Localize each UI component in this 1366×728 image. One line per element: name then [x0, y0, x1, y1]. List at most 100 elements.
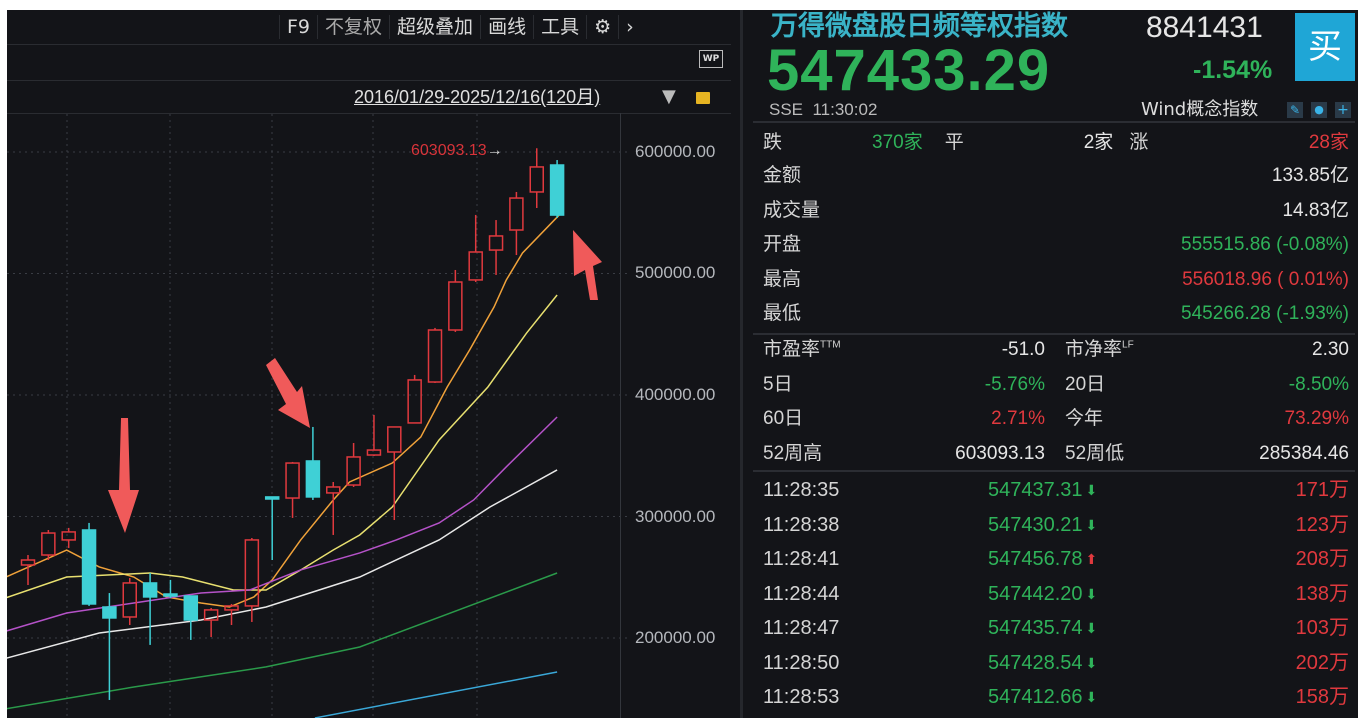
- metric-row: 52周高 603093.13 52周低 285384.46: [763, 438, 1349, 470]
- moving-average-line: [7, 214, 560, 608]
- index-code: 8841431: [1146, 11, 1263, 44]
- y-tick-label: 200000.00: [635, 628, 716, 647]
- concept-index-link[interactable]: Wind概念指数: [1141, 99, 1259, 120]
- candle-up: [326, 486, 341, 494]
- date-range-selector[interactable]: 2016/01/29-2025/12/16(120月): [354, 87, 601, 107]
- stat-label: 最高: [763, 268, 802, 290]
- candle-up: [285, 462, 300, 499]
- moving-average-line: [7, 469, 558, 659]
- metric-label: 52周低: [1065, 442, 1175, 466]
- metric-value: 603093.13: [955, 442, 1045, 464]
- stat-label: 最低: [763, 303, 802, 324]
- tick-row-partial: [763, 716, 1349, 719]
- max-price-value: 603093.13: [411, 142, 487, 159]
- metric-label: 市净率LF: [1065, 338, 1175, 362]
- stat-value: 14.83亿: [1282, 199, 1349, 221]
- market-breadth-row: 跌 370家 平 2家 涨 28家: [763, 127, 1349, 159]
- candle-down: [264, 496, 280, 500]
- metric-value: 73.29%: [1284, 408, 1349, 429]
- tick-price: 547442.20: [988, 582, 1083, 605]
- candle-up: [509, 197, 524, 231]
- last-price: 547433.29: [767, 38, 1051, 103]
- tick-row: 11:28:47 547435.74 ⬇ 103万: [763, 612, 1349, 644]
- metric-value: 2.71%: [991, 408, 1045, 429]
- stat-row: 成交量 14.83亿: [763, 195, 1349, 227]
- metric-label: 今年: [1065, 407, 1175, 431]
- tick-row: 11:28:35 547437.31 ⬇ 171万: [763, 474, 1349, 506]
- annotation-arrow-icon: [108, 418, 139, 533]
- chart-plot: [7, 148, 602, 718]
- candle-up: [20, 559, 36, 566]
- candlestick-chart[interactable]: [7, 10, 740, 718]
- toolbar-super-overlay[interactable]: 超级叠加: [389, 15, 480, 39]
- arrow-up-icon: ⬆: [1085, 551, 1098, 567]
- stat-row: 金额 133.85亿: [763, 160, 1349, 192]
- stat-value: 133.85亿: [1271, 165, 1349, 186]
- y-tick-label: 600000.00: [635, 142, 716, 161]
- app-window: F9 不复权 超级叠加 画线 工具 ⚙ › WP 2016/01/29-2025…: [7, 10, 1358, 718]
- metric-row: 60日 2.71% 今年 73.29%: [763, 403, 1349, 435]
- candle-up: [366, 449, 382, 456]
- candle-down: [305, 460, 321, 498]
- metric-label: 60日: [763, 407, 883, 431]
- up-label: 涨: [1129, 132, 1149, 153]
- edit-icon[interactable]: ✎: [1287, 102, 1303, 118]
- index-name: 万得微盘股日频等权指数: [771, 11, 1068, 42]
- toolbar-no-adjust[interactable]: 不复权: [317, 15, 389, 39]
- exchange-time: SSE 11:30:02: [769, 100, 877, 120]
- metric-label: 市盈率TTM: [763, 338, 883, 362]
- toolbar-f9[interactable]: F9: [279, 15, 317, 39]
- arrow-down-icon: ⬇: [1085, 689, 1098, 705]
- tick-row: 11:28:53 547412.66 ⬇ 158万: [763, 681, 1349, 713]
- candle-up: [203, 609, 219, 621]
- metric-label-text: 20日: [1065, 373, 1106, 395]
- metric-label-text: 今年: [1065, 408, 1104, 429]
- moving-average-line: [314, 671, 558, 718]
- tick-time: 11:28:35: [763, 479, 840, 501]
- toolbar-tools[interactable]: 工具: [533, 15, 586, 39]
- stat-label: 成交量: [763, 199, 821, 221]
- add-icon[interactable]: +: [1335, 102, 1351, 118]
- tick-volume: 158万: [1295, 686, 1349, 708]
- metric-label-text: 60日: [763, 408, 804, 429]
- candle-up: [387, 426, 402, 453]
- candle-down: [163, 593, 178, 597]
- tick-time: 11:28:47: [763, 617, 840, 639]
- toolbar-draw-line[interactable]: 画线: [480, 15, 533, 39]
- metric-value: -51.0: [1001, 339, 1045, 360]
- arrow-down-icon: ⬇: [1085, 585, 1098, 602]
- tick-price: 547430.21: [988, 513, 1083, 536]
- candle-down: [549, 164, 565, 216]
- tick-row: 11:28:50 547428.54 ⬇ 202万: [763, 647, 1349, 679]
- candle-up: [61, 531, 76, 541]
- candle-up: [529, 166, 544, 193]
- tick-time: 11:28:41: [763, 548, 840, 570]
- tick-price: 547428.54: [988, 651, 1083, 674]
- annotation-arrow-icon: [266, 358, 310, 428]
- unlock-icon[interactable]: [696, 92, 710, 104]
- candle-up: [468, 251, 483, 281]
- wp-monitor-icon[interactable]: WP: [699, 50, 723, 68]
- bell-icon[interactable]: ●: [1311, 102, 1327, 118]
- arrow-down-icon: ⬇: [1085, 620, 1098, 636]
- tick-time: 11:28:38: [763, 513, 840, 536]
- gear-icon[interactable]: ⚙: [586, 15, 618, 39]
- arrow-down-icon: ⬇: [1085, 482, 1098, 498]
- metric-label-text: 市盈率: [763, 339, 821, 360]
- metric-label: 5日: [763, 373, 883, 397]
- dropdown-triangle-icon[interactable]: ▼: [662, 86, 676, 107]
- y-tick-label: 300000.00: [635, 507, 716, 526]
- tick-price: 547412.66: [988, 686, 1083, 708]
- down-label: 跌: [763, 132, 783, 153]
- chart-toolbar: F9 不复权 超级叠加 画线 工具 ⚙ ›: [279, 10, 641, 44]
- metric-row: 5日 -5.76% 20日 -8.50%: [763, 369, 1349, 401]
- chevron-right-icon[interactable]: ›: [618, 15, 641, 39]
- candle-down: [102, 606, 117, 619]
- buy-button[interactable]: 买: [1295, 13, 1355, 81]
- metric-value: -8.50%: [1288, 373, 1349, 395]
- tick-volume: 171万: [1295, 479, 1349, 501]
- metric-value: 285384.46: [1259, 442, 1349, 464]
- flat-count: 2家: [1083, 132, 1114, 153]
- tick-time: 11:28:53: [763, 686, 840, 708]
- tick-row: 11:28:41 547456.78 ⬆ 208万: [763, 543, 1349, 575]
